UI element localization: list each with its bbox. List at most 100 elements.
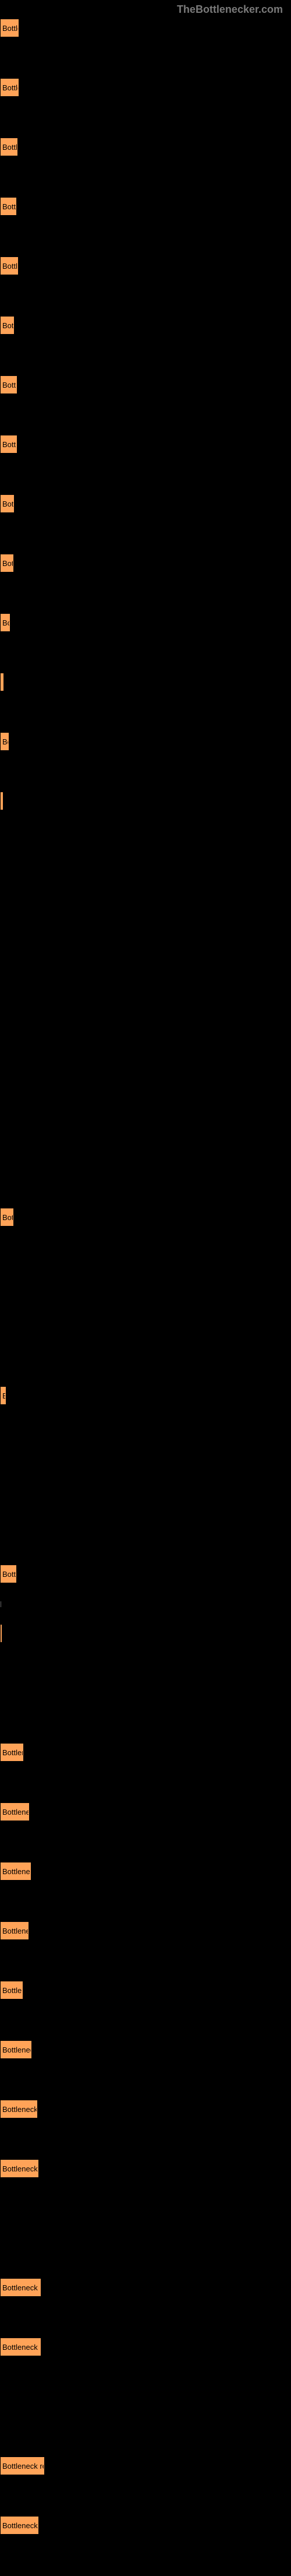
bar-label: Bottleneck result (1, 2105, 37, 2114)
bar: Bottleneck result (1, 1387, 6, 1404)
chart-row: Bottleneck result (0, 792, 291, 810)
bar: Bottleneck result (1, 1565, 16, 1583)
bar-label: Bottleneck result (1, 1213, 13, 1222)
chart-row: Bottleneck result (0, 2279, 291, 2296)
bar-label: Bottleneck result (1, 321, 14, 330)
chart-row: Bottleneck result (0, 19, 291, 37)
chart-row (0, 1684, 291, 1702)
chart-row: Bottleneck result (0, 376, 291, 393)
chart-row (0, 2219, 291, 2237)
bar-label: Bottleneck result (1, 500, 14, 508)
chart-row: Bottleneck result (0, 673, 291, 691)
chart-row: Bottleneck result (0, 1625, 291, 1642)
bar-label: Bottleneck result (1, 381, 17, 389)
chart-row: Bottleneck result (0, 733, 291, 750)
bar: Bottleneck result (1, 79, 19, 96)
chart-row: Bottleneck result (0, 1565, 291, 1583)
bar-label: Bottleneck result (1, 2283, 41, 2292)
chart-row (0, 2398, 291, 2415)
bar-label: Bottleneck result (1, 737, 9, 746)
bar-label: Bottleneck result (1, 143, 17, 152)
bottleneck-bar-chart: Bottleneck result Bottleneck result Bottle… (0, 19, 291, 2534)
bar: Bottleneck result (1, 673, 3, 691)
chart-row (0, 911, 291, 929)
bar-label: Bottleneck result (1, 2462, 44, 2470)
bar-label: Bottleneck result (1, 1808, 29, 1816)
bar: Bottleneck result (1, 19, 19, 37)
bar: Bottleneck result (1, 1208, 13, 1226)
bar: Bottleneck result (1, 554, 13, 572)
chart-row: Bottleneck result (0, 435, 291, 453)
chart-row: Bottleneck result (0, 1208, 291, 1226)
chart-row: Bottleneck result (0, 2338, 291, 2356)
chart-row: Bottleneck result (0, 2457, 291, 2475)
chart-row: Bottleneck result (0, 1922, 291, 1939)
chart-row: Bottleneck result (0, 2517, 291, 2534)
chart-row (0, 1506, 291, 1523)
bar-label: Bottleneck result (1, 2343, 41, 2352)
bar-label: Bottleneck result (1, 1927, 29, 1935)
chart-row: Bottleneck result (0, 1981, 291, 1999)
bar-label: Bottleneck result (1, 440, 17, 449)
chart-row (0, 1327, 291, 1345)
bar: Bottleneck result (1, 2160, 38, 2177)
bar-label: Bottleneck result (1, 797, 3, 806)
chart-row: Bottleneck result (0, 2100, 291, 2118)
bar: Bottleneck result (1, 1744, 23, 1761)
bar: Bottleneck result (1, 792, 3, 810)
chart-row: Bottleneck result (0, 138, 291, 156)
bar-label: Bottleneck result (1, 1748, 23, 1757)
bar: Bottleneck result (1, 2517, 38, 2534)
chart-row: Bottleneck result (0, 554, 291, 572)
chart-row: Bottleneck result (0, 495, 291, 512)
bar: Bottleneck result (1, 1625, 2, 1642)
bar-label: Bottleneck result (1, 202, 16, 211)
bar: Bottleneck result (1, 138, 17, 156)
bar: Bottleneck result (1, 376, 17, 393)
bar-label: Bottleneck result (1, 2046, 31, 2054)
bar: Bottleneck result (1, 435, 17, 453)
bar-label: Bottleneck result (1, 1629, 2, 1638)
bar: Bottleneck result (1, 733, 9, 750)
chart-row: Bottleneck result (0, 1387, 291, 1404)
bar: Bottleneck result (1, 198, 16, 215)
bar: Bottleneck result (1, 1803, 29, 1821)
chart-row (0, 852, 291, 869)
bar: Bottleneck result (1, 2100, 37, 2118)
bar-label: Bottleneck result (1, 1986, 23, 1995)
chart-row: Bottleneck result (0, 2041, 291, 2058)
bar: Bottleneck result (1, 2041, 31, 2058)
bar: Bottleneck result (1, 2279, 41, 2296)
bar-label: Bottleneck result (1, 678, 3, 687)
chart-row: Bottleneck result (0, 2160, 291, 2177)
bar-label: Bottleneck result (1, 1391, 6, 1400)
chart-row: Bottleneck result (0, 257, 291, 275)
bar-label: Bottleneck result (1, 618, 10, 627)
chart-row (0, 1030, 291, 1048)
bar: Bottleneck result (1, 495, 14, 512)
bar-label: Bottleneck result (1, 1867, 31, 1876)
chart-row (0, 1149, 291, 1166)
chart-row: Bottleneck result (0, 1744, 291, 1761)
chart-row: Bottleneck result (0, 614, 291, 631)
chart-row: Bottleneck result (0, 317, 291, 334)
bar: Bottleneck result (1, 317, 14, 334)
bar-label: Bottleneck result (1, 83, 19, 92)
bar: Bottleneck result (1, 614, 10, 631)
chart-row (0, 971, 291, 988)
chart-row (0, 1268, 291, 1285)
site-header: TheBottlenecker.com (0, 0, 291, 16)
bar: Bottleneck result (1, 1922, 29, 1939)
bar-label: Bottleneck result (1, 262, 18, 270)
bar-label: Bottleneck result (1, 1570, 16, 1579)
bar-label: Bottleneck result (1, 2521, 38, 2530)
chart-row: Bottleneck result (0, 1803, 291, 1821)
bar: Bottleneck result (1, 2338, 41, 2356)
bar-label: Bottleneck result (1, 2164, 38, 2173)
chart-row: Bottleneck result (0, 79, 291, 96)
bar-label: Bottleneck result (1, 559, 13, 568)
chart-row: Bottleneck result (0, 198, 291, 215)
bar: Bottleneck result (1, 1981, 23, 1999)
bar: Bottleneck result (1, 2457, 44, 2475)
chart-row (0, 1446, 291, 1464)
